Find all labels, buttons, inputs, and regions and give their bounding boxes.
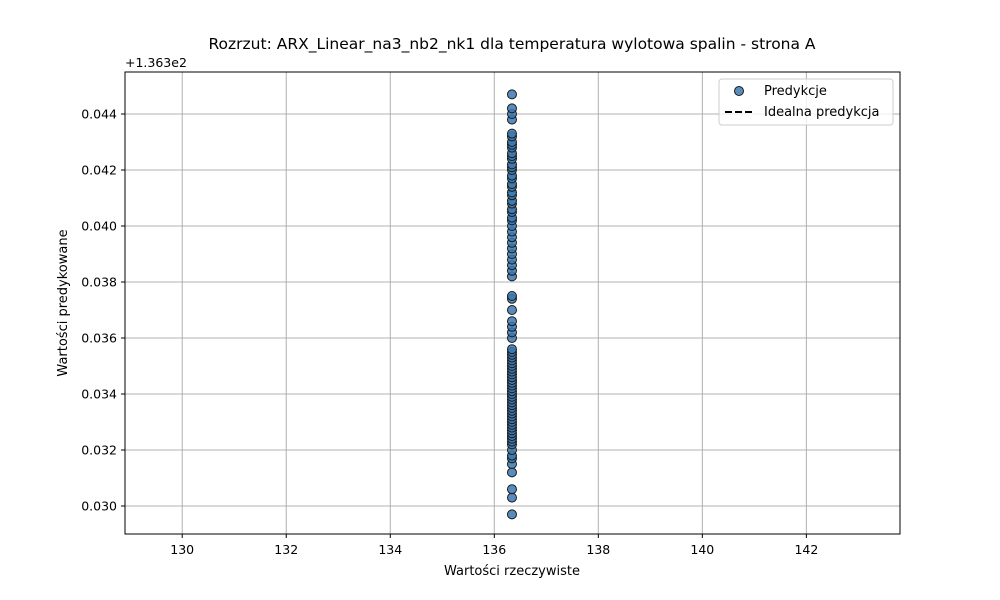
x-axis-ticks: 130 132 134 136 138 140 142 <box>170 534 818 557</box>
y-tick-label: 0.044 <box>81 107 117 122</box>
x-tick-label: 136 <box>482 542 506 557</box>
x-tick-label: 130 <box>170 542 194 557</box>
scatter-point <box>506 509 517 520</box>
y-tick-label: 0.036 <box>81 331 117 346</box>
scatter-point <box>506 128 517 139</box>
x-tick-label: 140 <box>690 542 714 557</box>
legend: Predykcje Idealna predykcja <box>718 78 894 126</box>
legend-box <box>718 78 894 126</box>
y-tick-label: 0.042 <box>81 163 117 178</box>
scatter-point <box>506 305 517 315</box>
scatter-point <box>506 89 517 100</box>
data-points <box>506 89 517 520</box>
scatter-point <box>506 492 517 503</box>
scatter-point <box>506 316 517 327</box>
y-tick-label: 0.040 <box>81 219 117 234</box>
y-tick-label: 0.038 <box>81 275 117 290</box>
scatter-point <box>506 103 517 114</box>
scatter-point <box>506 467 517 478</box>
y-tick-label: 0.032 <box>81 443 117 458</box>
y-offset-text: +1.363e2 <box>125 55 187 70</box>
scatter-point <box>506 484 517 495</box>
x-tick-label: 142 <box>794 542 818 557</box>
x-tick-label: 138 <box>586 542 610 557</box>
y-tick-label: 0.034 <box>81 387 117 402</box>
y-axis-label: Wartości predykowane <box>56 229 71 376</box>
chart-title: Rozrzut: ARX_Linear_na3_nb2_nk1 dla temp… <box>208 35 815 54</box>
x-tick-label: 132 <box>274 542 298 557</box>
x-axis-label: Wartości rzeczywiste <box>444 564 580 579</box>
legend-marker-predykcje <box>734 86 744 96</box>
y-axis-ticks: 0.030 0.032 0.034 0.036 0.038 0.040 0.042 0.044 <box>81 107 125 514</box>
y-tick-label: 0.030 <box>81 499 117 514</box>
scatter-point <box>506 344 517 355</box>
scatter-point <box>506 291 517 301</box>
legend-label-predykcje: Predykcje <box>764 84 827 99</box>
legend-label-idealna: Idealna predykcja <box>764 105 880 120</box>
plot-frame <box>124 71 901 535</box>
x-tick-label: 134 <box>378 542 402 557</box>
